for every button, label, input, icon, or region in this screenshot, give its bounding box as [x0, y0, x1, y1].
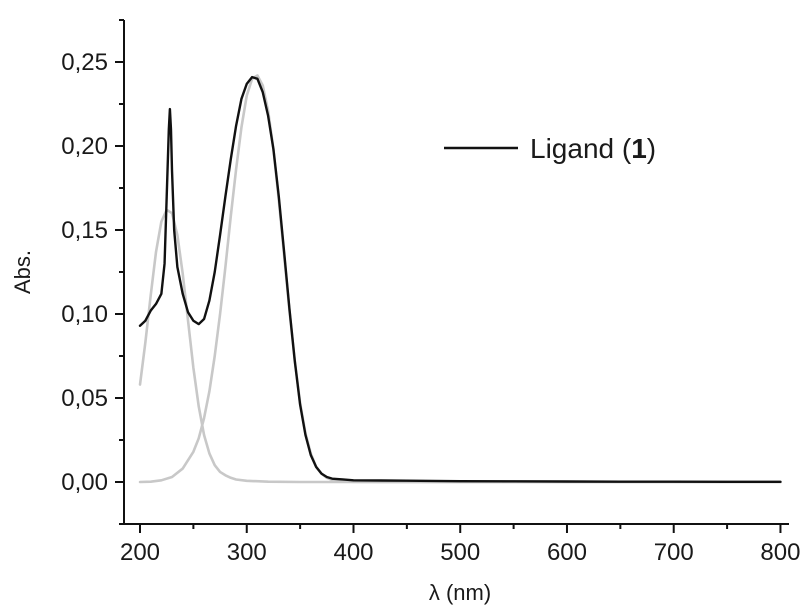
legend-label: Ligand (1) [530, 133, 656, 164]
y-tick-label: 0,00 [61, 469, 108, 496]
y-tick-label: 0,10 [61, 301, 108, 328]
legend-label-prefix: Ligand ( [530, 133, 632, 164]
x-tick-label: 500 [440, 539, 480, 566]
x-tick-label: 400 [333, 539, 373, 566]
legend: Ligand (1) [444, 133, 656, 164]
x-axis-title: λ (nm) [429, 580, 491, 605]
x-tick-label: 300 [227, 539, 267, 566]
x-tick-label: 200 [120, 539, 160, 566]
series-line-2 [138, 208, 782, 484]
tick-label-layer: 200 300 400 500 600 700 800 0,00 0,05 0,10 0,15 0,2… [61, 49, 800, 566]
y-axis-title: Abs. [10, 250, 35, 294]
y-tick-label: 0,25 [61, 49, 108, 76]
series-line-1 [138, 75, 782, 484]
legend-label-bold: 1 [631, 133, 647, 164]
y-tick-label: 0,20 [61, 133, 108, 160]
legend-label-suffix: ) [647, 133, 656, 164]
y-tick-label: 0,05 [61, 385, 108, 412]
series-layer [138, 74, 782, 484]
x-tick-label: 600 [547, 539, 587, 566]
x-tick-label: 700 [654, 539, 694, 566]
series-line-3 [138, 74, 782, 484]
axis-layer [115, 19, 789, 533]
y-tick-label: 0,15 [61, 217, 108, 244]
x-tick-label: 800 [760, 539, 800, 566]
